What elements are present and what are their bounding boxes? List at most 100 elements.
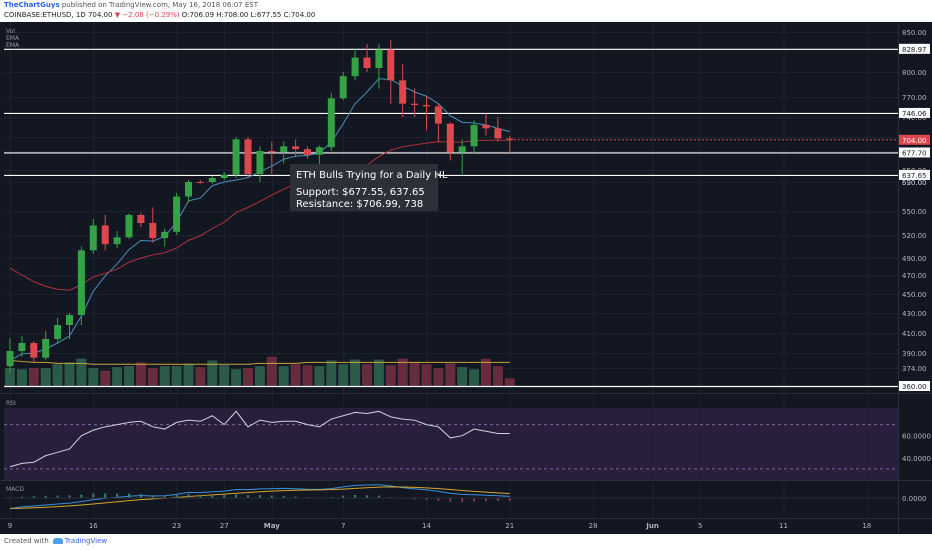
volume-bar (100, 370, 111, 386)
indicator-legend: Vol EMA EMA RSI MACD (6, 28, 24, 493)
time-tick-label: 5 (698, 522, 702, 530)
volume-bar (64, 362, 75, 386)
macd-histogram-bar (461, 498, 464, 502)
level-label-box (899, 381, 930, 391)
macd-histogram-bar (223, 494, 226, 498)
tradingview-link[interactable]: TradingView (64, 537, 108, 545)
last-price-box (899, 134, 930, 145)
macd-signal-line (9, 486, 510, 510)
price-tick-label: 620.00 (902, 179, 927, 187)
candle-body (411, 103, 419, 105)
price-tick-label: 520.00 (902, 232, 927, 240)
macd-histogram-bar (496, 498, 499, 501)
candle-body (101, 225, 109, 245)
time-tick-label: 14 (422, 522, 431, 530)
author-link[interactable]: TheChartGuys (4, 1, 60, 9)
rsi-tick-label: 60.0000 (902, 433, 931, 441)
volume-bar (147, 368, 158, 386)
time-tick-label: 16 (89, 522, 98, 530)
macd-histogram-bar (473, 498, 476, 502)
candle-body (470, 125, 478, 147)
price-change: ▼ −2.08 (−0.29%) (114, 11, 180, 19)
macd-histogram-bar (425, 498, 428, 500)
legend-macd[interactable]: MACD (6, 486, 24, 493)
candle-body (327, 98, 335, 148)
macd-line (9, 484, 510, 510)
volume-bar (504, 378, 515, 386)
volume-bar (5, 368, 15, 386)
macd-histogram-bar (354, 494, 357, 498)
candle-body (220, 174, 228, 178)
volume-bar (171, 366, 182, 386)
macd-histogram-bar (366, 495, 368, 498)
volume-bar (124, 366, 134, 386)
rsi-line (9, 410, 510, 468)
price-tick-label: 740.00 (902, 114, 927, 122)
legend-ema-2[interactable]: EMA (6, 42, 20, 49)
macd-histogram-bar (104, 493, 107, 498)
legend-rsi[interactable]: RSI (6, 400, 16, 407)
volume-bar (314, 366, 325, 386)
candle-body (363, 57, 371, 68)
publish-line: TheChartGuys published on TradingView.co… (4, 1, 258, 9)
price-lines (4, 48, 898, 388)
level-label: 677.70 (902, 149, 927, 157)
volume-bar (195, 367, 206, 386)
price-tick-label: 374.00 (902, 365, 927, 373)
macd-histogram-bar (32, 496, 35, 498)
macd-histogram-bar (56, 495, 59, 498)
volume-bar (219, 365, 230, 386)
legend-ema-1[interactable]: EMA (6, 35, 20, 42)
volume-bar (76, 358, 87, 386)
candle-body (30, 343, 38, 358)
level-label: 637.65 (902, 172, 927, 180)
price-tick-label: 430.00 (902, 310, 927, 318)
price-tick-label: 450.00 (902, 291, 927, 299)
macd-histogram-bar (68, 495, 71, 498)
level-label: 828.97 (902, 46, 927, 54)
price-tick-label: 770.00 (902, 94, 927, 102)
candle-body (54, 325, 62, 339)
macd-histogram-bar (485, 498, 487, 502)
volume-bar (16, 369, 27, 386)
macd-histogram-bar (437, 498, 440, 501)
macd-histogram-bar (151, 495, 154, 498)
candle-body (315, 147, 323, 155)
volume-bar (469, 369, 480, 386)
last-price: 704.00 (87, 11, 113, 19)
volume-bar (183, 364, 194, 386)
candle-body (482, 125, 490, 129)
macd-histogram-bar (258, 495, 261, 498)
candle-body (125, 215, 133, 238)
tradingview-logo-icon (52, 538, 63, 544)
candle-body (375, 49, 383, 68)
macd-histogram-bar (508, 498, 511, 501)
candle-body (18, 343, 26, 351)
volume-bar (207, 360, 218, 386)
annotation-box[interactable]: ETH Bulls Trying for a Daily HL Support:… (290, 164, 448, 211)
macd-histogram-bar (163, 495, 166, 498)
price-tick-label: 390.00 (902, 350, 927, 358)
candle-body (256, 151, 264, 174)
ema-slow-line (9, 139, 510, 291)
volume-bar (159, 366, 170, 386)
price-tick-label: 850.00 (902, 29, 927, 37)
volume-bar (457, 367, 468, 386)
macd-histogram-bar (175, 494, 178, 498)
candle-body (423, 105, 430, 107)
candle-body (208, 178, 216, 182)
candle-body (399, 80, 407, 104)
annotation-background (290, 164, 438, 211)
time-tick-label: Jun (645, 522, 659, 530)
price-tick-label: 470.00 (902, 272, 927, 280)
last-price-label: 704.00 (902, 137, 927, 145)
publish-info: published on TradingView.com, May 16, 20… (61, 1, 258, 9)
price-tick-label: 410.00 (902, 330, 927, 338)
macd-histogram-bar (20, 496, 23, 498)
macd-histogram-bar (199, 494, 202, 498)
time-tick-label: 27 (220, 522, 229, 530)
macd-histogram-bar (139, 493, 142, 498)
volume-bar (254, 366, 265, 386)
chart-canvas[interactable]: 850.00800.00770.00740.00710.00680.00650.… (0, 22, 932, 534)
legend-vol[interactable]: Vol (6, 28, 15, 35)
